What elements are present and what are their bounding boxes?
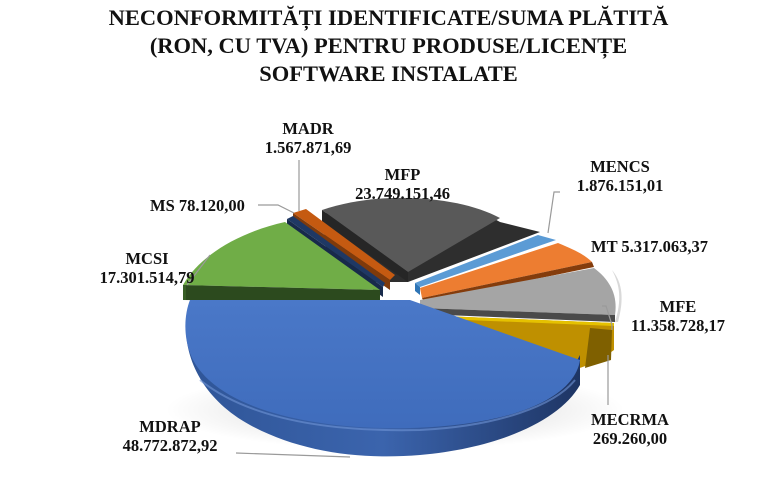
label-ms: MS 78.120,00 (150, 196, 245, 215)
slice-mdrap[interactable] (185, 300, 581, 457)
label-mt: MT 5.317.063,37 (591, 237, 709, 256)
label-mcsi: MCSI 17.301.514,79 (99, 249, 195, 287)
chart-title: NECONFORMITĂȚI IDENTIFICATE/SUMA PLĂTITĂ… (0, 4, 777, 88)
title-line-1: NECONFORMITĂȚI IDENTIFICATE/SUMA PLĂTITĂ (108, 5, 669, 30)
slice-mcsi[interactable] (183, 222, 380, 302)
label-madr: MADR 1.567.871,69 (264, 119, 352, 157)
leader-lines (186, 160, 613, 458)
title-line-2: (RON, CU TVA) PENTRU PRODUSE/LICENȚE (149, 33, 628, 58)
label-mdrap: MDRAP 48.772.872,92 (122, 417, 218, 455)
title-line-3: SOFTWARE INSTALATE (259, 61, 518, 86)
label-mecrma: MECRMA 269.260,00 (591, 410, 669, 448)
slice-mfe[interactable] (420, 268, 622, 322)
label-mfp: MFP 23.749.151,46 (355, 165, 450, 203)
label-mfe: MFE 11.358.728,17 (631, 297, 725, 335)
label-mencs: MENCS 1.876.151,01 (576, 157, 664, 195)
slice-mencs[interactable] (415, 235, 556, 295)
